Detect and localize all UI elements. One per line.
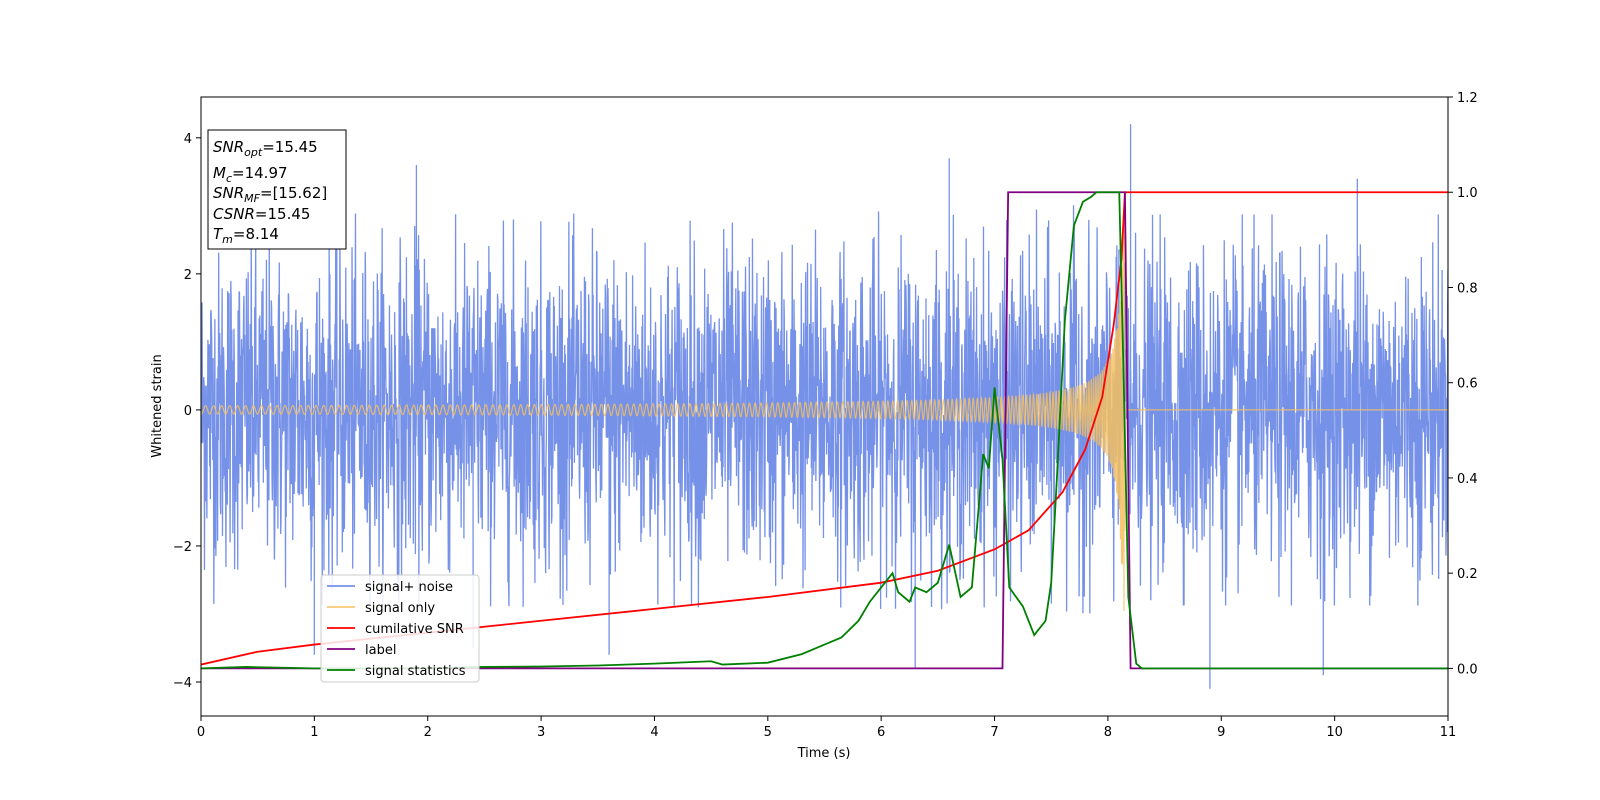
y2-tick-label: 0.0 bbox=[1457, 662, 1478, 677]
series-signal-statistics bbox=[201, 191, 1448, 670]
legend-frame bbox=[320, 574, 480, 683]
y-tick-label: −2 bbox=[173, 540, 192, 555]
y-tick-label: 4 bbox=[184, 132, 192, 147]
annotation-line: Mc=14.97 bbox=[213, 164, 288, 185]
annotation-box: SNRopt=15.45 Mc=14.97SNRMF=[15.62]CSNR=15… bbox=[207, 129, 347, 250]
series-layer bbox=[201, 124, 1448, 689]
series-signal-only bbox=[201, 214, 1448, 612]
x-axis: 0 1 2 3 4 5 6 7 8 9 10 11 bbox=[197, 716, 1456, 740]
annotation-line: SNRopt=15.45 bbox=[213, 138, 318, 159]
legend-item-signal-only: signal only bbox=[365, 601, 435, 616]
legend-item-signal-noise: signal+ noise bbox=[365, 580, 453, 595]
x-tick-label: 5 bbox=[764, 725, 772, 740]
plot-frame bbox=[200, 96, 1449, 717]
y-axis-right: 0.0 0.2 0.4 0.6 0.8 1.0 1.2 bbox=[1448, 91, 1478, 677]
y-axis-left: −4 −2 0 2 4 bbox=[173, 132, 201, 691]
y2-tick-label: 0.4 bbox=[1457, 472, 1478, 487]
x-tick-label: 4 bbox=[650, 725, 658, 740]
x-axis-label: Time (s) bbox=[797, 746, 851, 761]
annotation-line: Tm=8.14 bbox=[213, 225, 279, 246]
x-tick-label: 9 bbox=[1217, 725, 1225, 740]
x-tick-label: 2 bbox=[424, 725, 432, 740]
x-tick-label: 3 bbox=[537, 725, 545, 740]
x-tick-label: 0 bbox=[197, 725, 205, 740]
annotation-line: CSNR=15.45 bbox=[213, 205, 310, 223]
x-tick-label: 7 bbox=[990, 725, 998, 740]
y-tick-label: 0 bbox=[184, 404, 192, 419]
annotation-frame bbox=[207, 129, 347, 250]
x-tick-label: 6 bbox=[877, 725, 885, 740]
y2-tick-label: 0.8 bbox=[1457, 281, 1478, 296]
annotation-line: SNRMF=[15.62] bbox=[213, 184, 327, 205]
y-tick-label: 2 bbox=[184, 268, 192, 283]
legend-item-cumulative-snr: cumilative SNR bbox=[365, 622, 464, 637]
y2-tick-label: 1.2 bbox=[1457, 91, 1478, 106]
y2-tick-label: 0.6 bbox=[1457, 377, 1478, 392]
y2-tick-label: 1.0 bbox=[1457, 186, 1478, 201]
x-tick-label: 10 bbox=[1326, 725, 1343, 740]
legend: signal+ noise signal only cumilative SNR la… bbox=[320, 574, 480, 683]
y2-tick-label: 0.2 bbox=[1457, 567, 1478, 582]
x-tick-label: 1 bbox=[310, 725, 318, 740]
y-axis-label: Whitened strain bbox=[150, 354, 165, 457]
y-tick-label: −4 bbox=[173, 676, 192, 691]
series-signal-noise bbox=[201, 124, 1448, 689]
legend-item-signal-statistics: signal statistics bbox=[365, 664, 466, 679]
x-tick-label: 11 bbox=[1440, 725, 1457, 740]
x-tick-label: 8 bbox=[1104, 725, 1112, 740]
legend-item-label: label bbox=[365, 643, 396, 658]
